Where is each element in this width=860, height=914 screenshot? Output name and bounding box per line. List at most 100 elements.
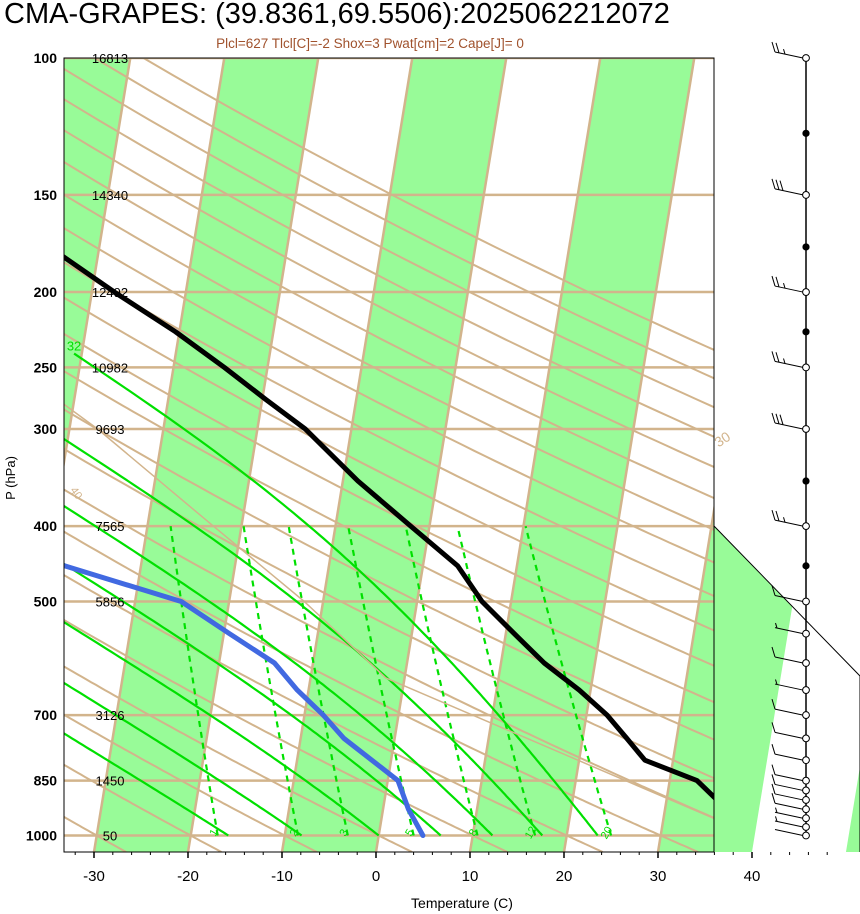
dry-adiabat-line: [64, 618, 508, 852]
wind-barb: [771, 774, 810, 795]
pressure-tick-label: 1000: [26, 828, 57, 844]
dry-adiabat-line: [64, 447, 714, 780]
wind-barb: [771, 744, 810, 765]
dry-adiabat-line: [64, 665, 413, 852]
dry-adiabat-line: [64, 530, 699, 852]
isotherm-band: [843, 0, 860, 868]
isotherm-line: [468, 58, 602, 852]
isotherm-line: [843, 0, 860, 868]
wind-barb: [774, 807, 810, 823]
x-tick-label: -10: [271, 868, 293, 885]
moist-adiabat-line: [64, 681, 303, 837]
dry-adiabat-line: [64, 193, 714, 531]
dry-adiabat-line: [64, 129, 714, 469]
dry-adiabat-label: 40: [67, 485, 84, 502]
dry-adiabat-line: [64, 408, 714, 741]
mixing-ratio-label: 12: [523, 825, 540, 842]
x-tick-label: 30: [650, 868, 667, 885]
dewpoint-profile-line: [64, 563, 426, 838]
wind-barb: [771, 178, 810, 199]
mixing-ratio-line: [456, 525, 537, 836]
mixing-ratio-label: 8: [467, 827, 480, 838]
wind-barb: [771, 412, 810, 433]
wind-barb: [771, 722, 810, 743]
height-label: 3126: [96, 708, 125, 723]
mixing-ratio-line: [242, 525, 300, 836]
moist-adiabat-line: [73, 352, 599, 837]
wind-level-dot: [802, 562, 810, 570]
dry-adiabat-line: [64, 296, 714, 632]
mixing-ratio-label: 3: [337, 827, 350, 838]
temperature-profile-line: [64, 254, 714, 801]
height-label: 10982: [92, 360, 128, 375]
pressure-tick-label: 200: [34, 284, 58, 300]
isotherm-band: [93, 58, 319, 852]
dry-adiabat-line: [64, 67, 714, 409]
moist-adiabat-line: [64, 620, 380, 837]
x-tick-label: 10: [462, 868, 479, 885]
wind-barb: [774, 622, 810, 638]
wind-barb: [774, 679, 810, 694]
x-tick-label: -30: [83, 868, 105, 885]
isotherm-line: [64, 58, 132, 470]
dry-adiabat-line: [64, 713, 318, 852]
height-label: 7565: [96, 519, 125, 534]
wind-barb: [771, 646, 810, 667]
x-tick-label: 20: [556, 868, 573, 885]
height-label: 9693: [96, 422, 125, 437]
y-axis-label: P (hPa): [3, 456, 18, 500]
dry-adiabat-line: [64, 332, 714, 667]
dry-adiabat-line: [64, 98, 714, 438]
pressure-tick-label: 250: [34, 359, 58, 375]
isotherm-band: [714, 526, 860, 852]
isotherm-label: 30: [711, 428, 733, 450]
height-label: 50: [103, 829, 117, 844]
mixing-ratio-line: [524, 525, 613, 836]
pressure-tick-label: 850: [34, 773, 58, 789]
wind-barb: [771, 764, 810, 785]
pressure-tick-label: 300: [34, 421, 58, 437]
wind-barb: [774, 816, 810, 831]
x-tick-label: 40: [744, 868, 761, 885]
pressure-tick-label: 500: [34, 593, 58, 609]
dry-adiabat-line: [64, 573, 604, 852]
plot-frame: [63, 57, 715, 853]
mixing-ratio-label: 1: [208, 827, 221, 838]
wind-barb: [771, 351, 810, 372]
isotherm-line: [280, 58, 414, 852]
moist-adiabat-line: [64, 562, 442, 837]
parcel-profile-line: [64, 403, 714, 820]
pressure-tick-label: 700: [34, 707, 58, 723]
wind-barb: [771, 275, 810, 296]
mixing-ratio-line: [404, 525, 479, 836]
mixing-ratio-label: 20: [599, 825, 616, 842]
isotherm-line: [656, 502, 714, 852]
moist-adiabat-line: [64, 732, 229, 837]
chart-title: CMA-GRAPES: (39.8361,69.5506):2025062212…: [4, 0, 670, 30]
dry-adiabat-line: [64, 370, 714, 704]
isotherm-band: [281, 58, 507, 852]
isotherm-line: [562, 58, 696, 852]
wind-barb: [771, 585, 810, 606]
dry-adiabat-line: [64, 160, 714, 500]
wind-barb: [774, 829, 810, 840]
height-label: 14340: [92, 188, 128, 203]
wind-barb: [771, 783, 810, 804]
mixing-ratio-label: 5: [403, 827, 416, 838]
chart-subtitle: Plcl=627 Tlcl[C]=-2 Shox=3 Pwat[cm]=2 Ca…: [216, 36, 524, 51]
x-tick-label: -20: [177, 868, 199, 885]
wind-barb: [771, 698, 810, 719]
wind-level-dot: [802, 129, 810, 137]
dry-adiabat-line: [64, 227, 714, 564]
dry-adiabat-line: [64, 261, 714, 598]
wind-barb: [771, 509, 810, 531]
pressure-tick-label: 150: [34, 187, 58, 203]
moist-adiabat-label: 32: [67, 339, 81, 354]
height-label: 5856: [96, 594, 125, 609]
x-tick-label: 0: [372, 868, 380, 885]
isotherm-band: [843, 526, 860, 852]
wind-barb: [771, 41, 810, 62]
x-axis-label: Temperature (C): [411, 895, 513, 911]
dry-adiabat-line: [64, 763, 222, 852]
